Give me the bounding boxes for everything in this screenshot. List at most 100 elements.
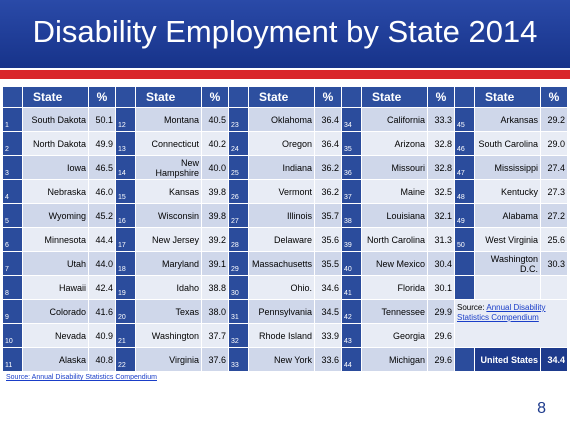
rank-cell: 31 <box>228 299 249 324</box>
percent-cell: 46.5 <box>88 155 116 180</box>
rank-cell: 39 <box>341 227 362 252</box>
source-note: Source: Annual Disability Statistics Com… <box>454 299 568 348</box>
state-cell: Delaware <box>248 227 315 252</box>
state-cell: Ohio. <box>248 275 315 300</box>
percent-cell: 39.8 <box>201 203 229 228</box>
state-cell: Kansas <box>135 179 202 204</box>
rank-cell: 19 <box>115 275 136 300</box>
percent-cell: 29.2 <box>540 107 568 132</box>
percent-cell: 32.5 <box>427 179 455 204</box>
rank-cell: 3 <box>2 155 23 180</box>
percent-cell: 27.4 <box>540 155 568 180</box>
percent-cell: 32.8 <box>427 131 455 156</box>
percent-cell: 39.8 <box>201 179 229 204</box>
rank-cell: 17 <box>115 227 136 252</box>
percent-cell: 29.6 <box>427 347 455 372</box>
rank-cell: 26 <box>228 179 249 204</box>
state-cell: New York <box>248 347 315 372</box>
percent-cell: 30.3 <box>540 251 568 276</box>
percent-cell: 41.6 <box>88 299 116 324</box>
state-cell: Maine <box>361 179 428 204</box>
empty-cell <box>454 275 475 300</box>
rank-cell: 47 <box>454 155 475 180</box>
state-cell: Iowa <box>22 155 89 180</box>
percent-cell: 36.2 <box>314 155 342 180</box>
rank-cell: 28 <box>228 227 249 252</box>
state-cell: Oregon <box>248 131 315 156</box>
rank-cell: 35 <box>341 131 362 156</box>
percent-cell: 35.6 <box>314 227 342 252</box>
table-row: 11 Alaska 40.8 22 Virginia 37.6 33 New York 33.6… <box>2 347 568 372</box>
table-row: 6 Minnesota 44.4 17 New Jersey 39.2 28 Delaware… <box>2 227 568 252</box>
state-cell: New Mexico <box>361 251 428 276</box>
percent-cell: 46.0 <box>88 179 116 204</box>
header-row: State% State% State% State% State% <box>2 86 568 108</box>
state-cell: Massachusetts <box>248 251 315 276</box>
rank-cell: 38 <box>341 203 362 228</box>
rank-cell: 18 <box>115 251 136 276</box>
table-row: 5 Wyoming 45.2 16 Wisconsin 39.8 27 Illinois 35.… <box>2 203 568 228</box>
rank-cell: 8 <box>2 275 23 300</box>
state-cell: New Hampshire <box>135 155 202 180</box>
rank-cell: 49 <box>454 203 475 228</box>
table-row: 8 Hawaii 42.4 19 Idaho 38.8 30 Ohio. 34.6 41 Flori… <box>2 275 568 300</box>
rank-cell: 9 <box>2 299 23 324</box>
page-number: 8 <box>537 400 546 417</box>
table-row: 3 Iowa 46.5 14 New Hampshire 40.0 25 Indiana 36.… <box>2 155 568 180</box>
percent-cell: 33.9 <box>314 323 342 348</box>
rank-header <box>341 86 362 108</box>
state-cell: Maryland <box>135 251 202 276</box>
state-header: State <box>22 86 89 108</box>
state-cell: New Jersey <box>135 227 202 252</box>
state-cell: Hawaii <box>22 275 89 300</box>
rank-cell: 34 <box>341 107 362 132</box>
state-cell: Rhode Island <box>248 323 315 348</box>
rank-cell: 33 <box>228 347 249 372</box>
rank-cell: 21 <box>115 323 136 348</box>
rank-cell: 15 <box>115 179 136 204</box>
state-cell: Connecticut <box>135 131 202 156</box>
percent-cell: 33.3 <box>427 107 455 132</box>
percent-cell: 50.1 <box>88 107 116 132</box>
percent-header: % <box>314 86 342 108</box>
state-cell: Minnesota <box>22 227 89 252</box>
percent-cell: 34.4 <box>540 347 568 372</box>
percent-cell: 42.4 <box>88 275 116 300</box>
percent-cell: 27.2 <box>540 203 568 228</box>
empty-cell <box>540 275 568 300</box>
accent-stripe <box>0 70 570 79</box>
percent-cell: 29.6 <box>427 323 455 348</box>
state-cell: Pennsylvania <box>248 299 315 324</box>
source-prefix: Source: <box>457 303 485 312</box>
rank-header <box>454 86 475 108</box>
state-header: State <box>361 86 428 108</box>
rank-cell: 41 <box>341 275 362 300</box>
rank-cell: 10 <box>2 323 23 348</box>
state-cell: Wyoming <box>22 203 89 228</box>
percent-cell: 37.7 <box>201 323 229 348</box>
footer-source-link[interactable]: Source: Annual Disability Statistics Com… <box>6 374 157 381</box>
state-cell: Florida <box>361 275 428 300</box>
percent-cell: 32.1 <box>427 203 455 228</box>
rank-header <box>115 86 136 108</box>
state-cell: South Carolina <box>474 131 541 156</box>
rank-cell: 29 <box>228 251 249 276</box>
state-header: State <box>474 86 541 108</box>
state-cell: Alaska <box>22 347 89 372</box>
percent-cell: 49.9 <box>88 131 116 156</box>
rank-cell: 1 <box>2 107 23 132</box>
state-cell: Wisconsin <box>135 203 202 228</box>
percent-cell: 39.1 <box>201 251 229 276</box>
state-cell: Washington D.C. <box>474 251 541 276</box>
table-row: 2 North Dakota 49.9 13 Connecticut 40.2 24 Oreg… <box>2 131 568 156</box>
state-cell: Michigan <box>361 347 428 372</box>
state-table: State% State% State% State% State% 1 South Da… <box>2 86 568 372</box>
rank-cell: 50 <box>454 227 475 252</box>
rank-cell: 2 <box>2 131 23 156</box>
rank-cell: 27 <box>228 203 249 228</box>
rank-cell <box>454 347 475 372</box>
state-cell: Louisiana <box>361 203 428 228</box>
percent-cell: 34.6 <box>314 275 342 300</box>
source-link[interactable]: Annual Disability Statistics Compendium <box>457 303 546 322</box>
rank-cell: 16 <box>115 203 136 228</box>
